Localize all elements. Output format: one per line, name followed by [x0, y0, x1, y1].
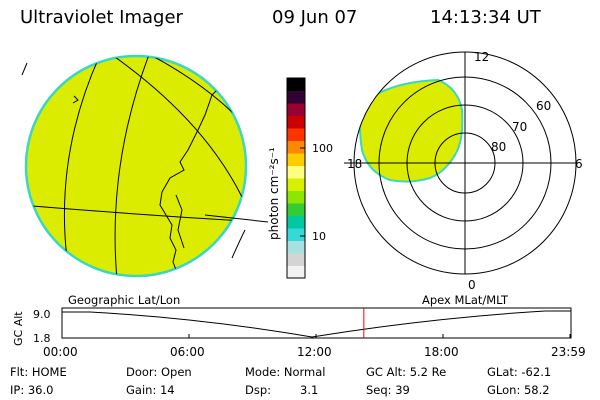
geographic-image-panel	[21, 54, 269, 278]
colorbar-swatch	[287, 115, 305, 129]
colorbar-swatch	[287, 178, 305, 191]
mlat-label-80: 80	[491, 140, 506, 154]
colorbar-swatch	[287, 165, 305, 179]
colorbar-swatch	[287, 190, 305, 204]
mlat-label-70: 70	[512, 120, 527, 134]
mlt-label-18: 18	[347, 157, 362, 171]
glon-status: GLon: 58.2	[487, 383, 550, 397]
dsp-status-label: Dsp:	[245, 383, 272, 397]
polar-plot: 12 0 18 6 60 70 80	[344, 50, 583, 292]
plot-frame	[61, 307, 572, 339]
colorbar-swatch	[287, 103, 305, 116]
uv-image-disk	[24, 54, 248, 278]
ip-status: IP: 36.0	[10, 383, 54, 397]
left-plot-title: Geographic Lat/Lon	[68, 293, 180, 307]
x-tick-1200: 12:00	[297, 345, 332, 359]
date-label: 09 Jun 07	[272, 7, 358, 28]
colorbar-swatch	[287, 140, 305, 154]
glat-status: GLat: -62.1	[487, 365, 552, 379]
mode-status: Mode: Normal	[245, 365, 326, 379]
colorbar-unit: photon cm⁻²s⁻¹	[267, 147, 281, 240]
colorbar-swatch	[287, 240, 305, 254]
y-tick-top: 9.0	[33, 308, 51, 321]
colorbar: 100 10 photon cm⁻²s⁻¹	[267, 77, 333, 279]
colorbar-swatch	[287, 128, 305, 141]
y-tick-bottom: 1.8	[33, 332, 51, 345]
y-axis-label: GC Alt	[12, 311, 25, 346]
gc-alt-status: GC Alt: 5.2 Re	[366, 365, 447, 379]
colorbar-swatch	[287, 153, 305, 166]
lat-lon-grid	[26, 56, 246, 276]
colorbar-swatch	[287, 90, 305, 104]
flight-status: Flt: HOME	[10, 365, 67, 379]
mlt-label-12: 12	[474, 50, 489, 64]
coastline	[72, 64, 229, 276]
x-tick-0000: 00:00	[43, 345, 78, 359]
colorbar-label-100: 100	[312, 142, 333, 155]
instrument-title: Ultraviolet Imager	[20, 7, 183, 28]
mlt-label-0: 0	[468, 278, 476, 292]
mlat-label-60: 60	[536, 99, 551, 113]
altitude-curve	[62, 310, 571, 338]
x-tick-1800: 18:00	[424, 345, 459, 359]
coast-fragment	[21, 62, 28, 76]
colorbar-swatch	[287, 265, 305, 279]
mlt-label-6: 6	[575, 157, 583, 171]
colorbar-swatch	[287, 78, 305, 91]
colorbar-swatch	[287, 215, 305, 229]
right-plot-title: Apex MLat/MLT	[422, 293, 509, 307]
x-axis-ticks	[61, 334, 571, 338]
x-tick-2359: 23:59	[551, 345, 586, 359]
x-tick-0600: 06:00	[170, 345, 205, 359]
gain-status: Gain: 14	[126, 383, 175, 397]
time-label: 14:13:34 UT	[430, 7, 541, 28]
door-status: Door: Open	[126, 365, 192, 379]
colorbar-swatch	[287, 253, 305, 266]
dsp-status-value: 3.1	[300, 383, 319, 397]
colorbar-swatch	[287, 203, 305, 216]
colorbar-swatch	[287, 228, 305, 241]
seq-status: Seq: 39	[366, 383, 410, 397]
colorbar-label-10: 10	[312, 230, 326, 243]
auroral-oval	[359, 78, 464, 183]
altitude-plot: Geographic Lat/Lon Apex MLat/MLT GC Alt …	[12, 293, 586, 359]
